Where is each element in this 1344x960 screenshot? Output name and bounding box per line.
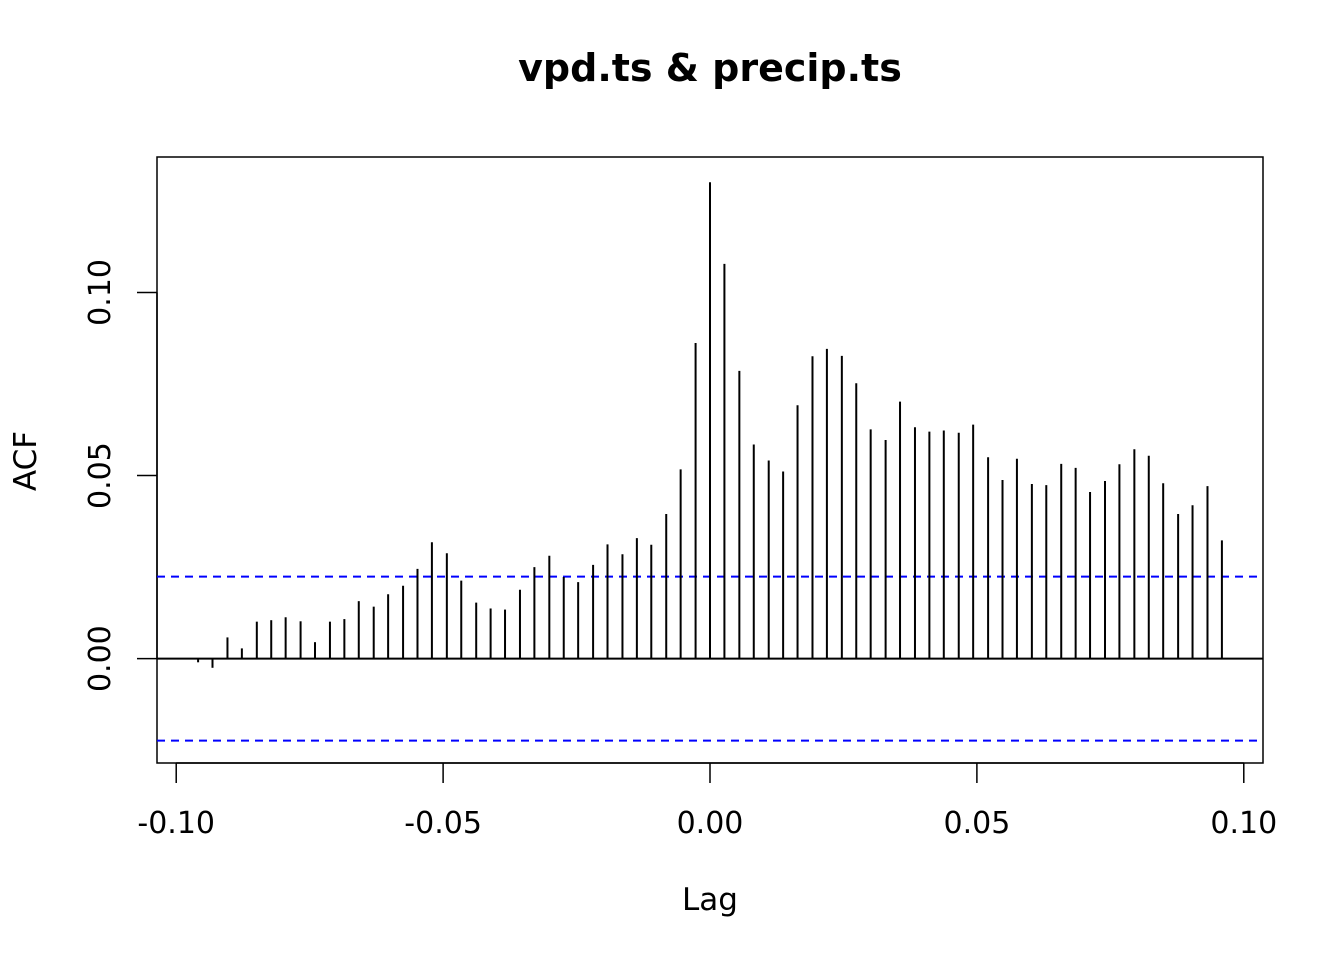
chart-title: vpd.ts & precip.ts bbox=[518, 46, 902, 90]
x-tick-label: 0.10 bbox=[1210, 806, 1277, 841]
x-tick-label: -0.05 bbox=[404, 806, 482, 841]
y-axis-label: ACF bbox=[8, 431, 44, 491]
y-tick-label: 0.05 bbox=[83, 442, 118, 509]
x-tick-label: -0.10 bbox=[137, 806, 215, 841]
x-axis: -0.10 -0.05 0.00 0.05 0.10 bbox=[137, 762, 1277, 841]
x-axis-label: Lag bbox=[682, 882, 738, 918]
x-tick-label: 0.00 bbox=[677, 806, 744, 841]
x-tick-label: 0.05 bbox=[943, 806, 1010, 841]
y-tick-label: 0.00 bbox=[83, 625, 118, 692]
y-tick-label: 0.10 bbox=[83, 259, 118, 326]
acf-bars bbox=[197, 182, 1223, 668]
y-axis: 0.00 0.05 0.10 bbox=[83, 259, 158, 692]
